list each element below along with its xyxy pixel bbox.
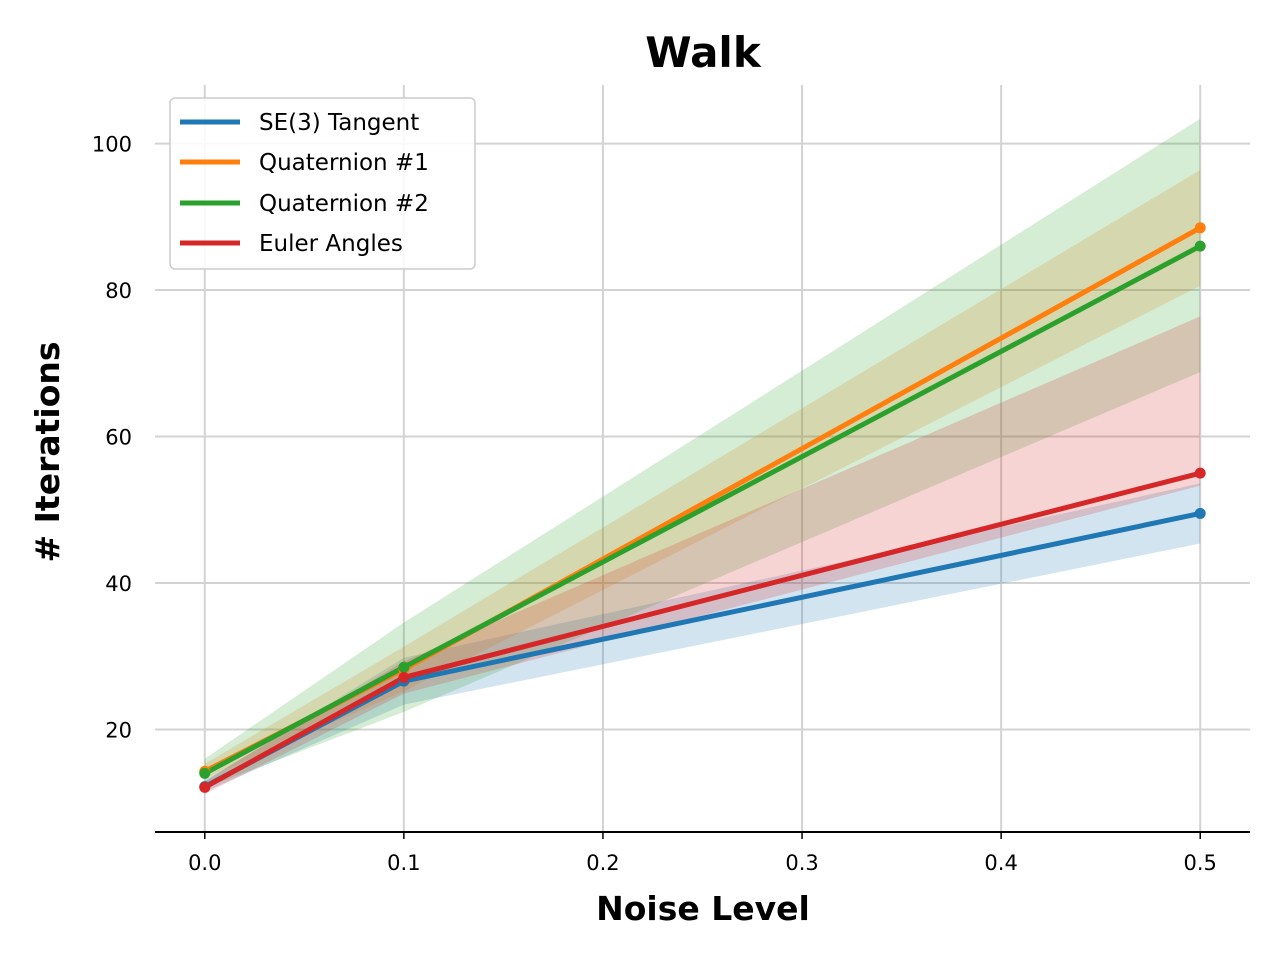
y-axis-title: # Iterations bbox=[28, 341, 67, 562]
y-axis-ticks: 20 40 60 80 100 bbox=[92, 133, 132, 743]
grid bbox=[155, 85, 1250, 832]
legend-label-quaternion-1: Quaternion #1 bbox=[259, 150, 429, 176]
legend-label-quaternion-2: Quaternion #2 bbox=[259, 191, 429, 217]
x-tick-label-0: 0.0 bbox=[188, 851, 221, 875]
point-quaternion-2-2 bbox=[1194, 240, 1206, 252]
y-tick-label-3: 80 bbox=[105, 279, 132, 303]
point-euler-angles-2 bbox=[1194, 467, 1206, 479]
band-quaternion-2 bbox=[204, 118, 1201, 789]
point-quaternion-1-2 bbox=[1194, 222, 1206, 234]
chart-title: Walk bbox=[645, 28, 762, 77]
x-axis-title: Noise Level bbox=[596, 889, 810, 928]
band-euler-angles bbox=[204, 316, 1201, 794]
legend: SE(3) Tangent Quaternion #1 Quaternion #… bbox=[169, 97, 476, 270]
x-tick-label-5: 0.5 bbox=[1184, 851, 1217, 875]
y-tick-label-0: 20 bbox=[105, 718, 132, 742]
y-tick-label-4: 100 bbox=[92, 133, 132, 157]
point-euler-angles-0 bbox=[199, 781, 211, 793]
x-tick-label-1: 0.1 bbox=[387, 851, 420, 875]
x-tick-label-2: 0.2 bbox=[586, 851, 619, 875]
confidence-bands bbox=[204, 118, 1201, 794]
x-tick-label-4: 0.4 bbox=[984, 851, 1017, 875]
band-se-3-tangent bbox=[204, 483, 1201, 792]
y-tick-label-2: 60 bbox=[105, 426, 132, 450]
band-quaternion-1 bbox=[204, 169, 1201, 779]
point-quaternion-2-0 bbox=[199, 767, 211, 779]
legend-frame bbox=[169, 97, 476, 270]
x-tick-label-3: 0.3 bbox=[785, 851, 818, 875]
legend-label-euler-angles: Euler Angles bbox=[259, 231, 403, 257]
legend-label-se3-tangent: SE(3) Tangent bbox=[259, 110, 419, 136]
series-markers bbox=[199, 222, 1206, 793]
point-euler-angles-1 bbox=[398, 671, 410, 683]
point-se-3-tangent-2 bbox=[1194, 507, 1206, 519]
y-tick-label-1: 40 bbox=[105, 572, 132, 596]
x-axis-ticks: 0.0 0.1 0.2 0.3 0.4 0.5 bbox=[188, 832, 1217, 875]
point-quaternion-2-1 bbox=[398, 661, 410, 673]
